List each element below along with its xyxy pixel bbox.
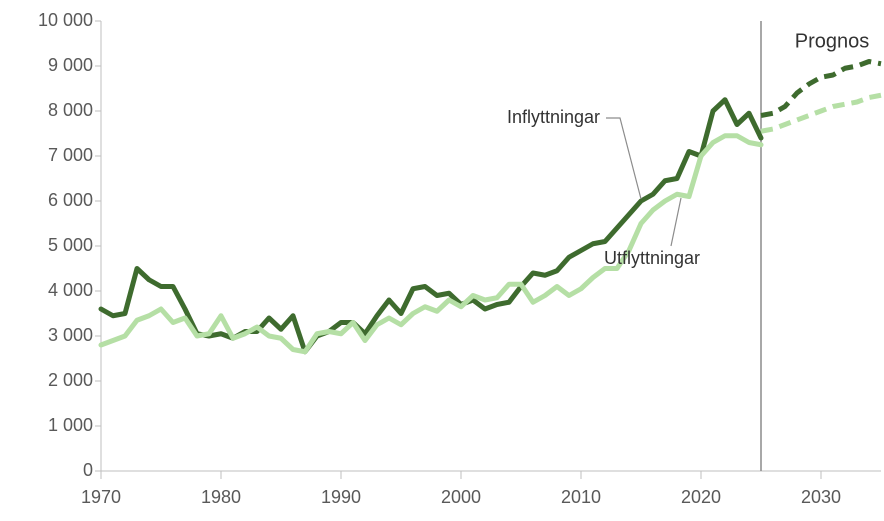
y-tick-label: 1 000 [48, 415, 93, 435]
forecast-line [760, 92, 882, 134]
legend-label: Utflyttningar [604, 248, 700, 268]
y-tick-label: 10 000 [38, 10, 93, 30]
y-tick-label: 0 [83, 460, 93, 480]
y-tick-label: 6 000 [48, 190, 93, 210]
x-tick-label: 1970 [81, 487, 121, 507]
y-tick-label: 5 000 [48, 235, 93, 255]
forecast-line [760, 59, 882, 118]
series-line [98, 133, 764, 355]
forecast-label: Prognos [795, 30, 870, 52]
x-tick-label: 2020 [681, 487, 721, 507]
leader-line [670, 197, 682, 247]
y-tick-label: 9 000 [48, 55, 93, 75]
y-tick-label: 7 000 [48, 145, 93, 165]
y-tick-label: 3 000 [48, 325, 93, 345]
legend-label: Inflyttningar [507, 107, 600, 127]
x-tick-label: 2010 [561, 487, 601, 507]
x-tick-label: 2000 [441, 487, 481, 507]
leader-line [606, 117, 642, 200]
y-tick-label: 2 000 [48, 370, 93, 390]
series-line [98, 97, 764, 355]
x-tick-label: 2030 [801, 487, 841, 507]
y-tick-label: 4 000 [48, 280, 93, 300]
y-tick-label: 8 000 [48, 100, 93, 120]
x-tick-label: 1990 [321, 487, 361, 507]
x-tick-label: 1980 [201, 487, 241, 507]
